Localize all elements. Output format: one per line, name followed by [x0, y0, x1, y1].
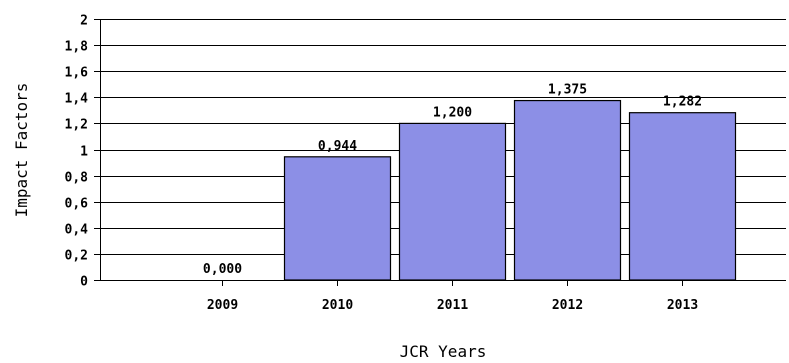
data-labels: 0,000 0,944 1,200 1,375 1,282	[203, 83, 702, 277]
y-tick-labels: 0 0,2 0,4 0,6 0,8 1 1,2 1,4 1,6 1,8 2	[65, 14, 89, 290]
x-tick-label: 2010	[322, 298, 353, 313]
x-tick-label: 2013	[667, 298, 698, 313]
y-tick-label: 1,4	[65, 92, 89, 107]
x-axis-title: JCR Years	[400, 342, 487, 361]
y-tick-label: 0,6	[65, 197, 89, 212]
y-tick-label: 0,2	[65, 249, 88, 264]
x-tick-label: 2009	[207, 298, 238, 313]
x-tick-label: 2012	[552, 298, 583, 313]
y-tick-label: 1,8	[65, 40, 89, 55]
data-label: 1,375	[548, 83, 587, 98]
bar	[398, 122, 507, 281]
y-tick-label: 0	[80, 275, 88, 290]
data-label: 1,200	[433, 105, 472, 120]
bar	[513, 99, 622, 281]
y-tick-label: 1,2	[65, 118, 88, 133]
y-tick-label: 1,6	[65, 66, 89, 81]
x-tick-labels: 2009 2010 2011 2012 2013	[207, 280, 698, 313]
data-label: 1,282	[663, 95, 702, 110]
bar	[628, 112, 737, 281]
data-label: 0,944	[318, 139, 357, 154]
bars	[283, 99, 737, 281]
y-axis-title: Impact Factors	[12, 83, 31, 218]
y-tick-label: 1	[80, 145, 88, 160]
data-label: 0,000	[203, 262, 242, 277]
y-tick-label: 0,8	[65, 171, 89, 186]
y-tick-label: 2	[80, 14, 88, 29]
x-tick-label: 2011	[437, 298, 468, 313]
y-tick-label: 0,4	[65, 223, 89, 238]
bar	[283, 156, 392, 281]
